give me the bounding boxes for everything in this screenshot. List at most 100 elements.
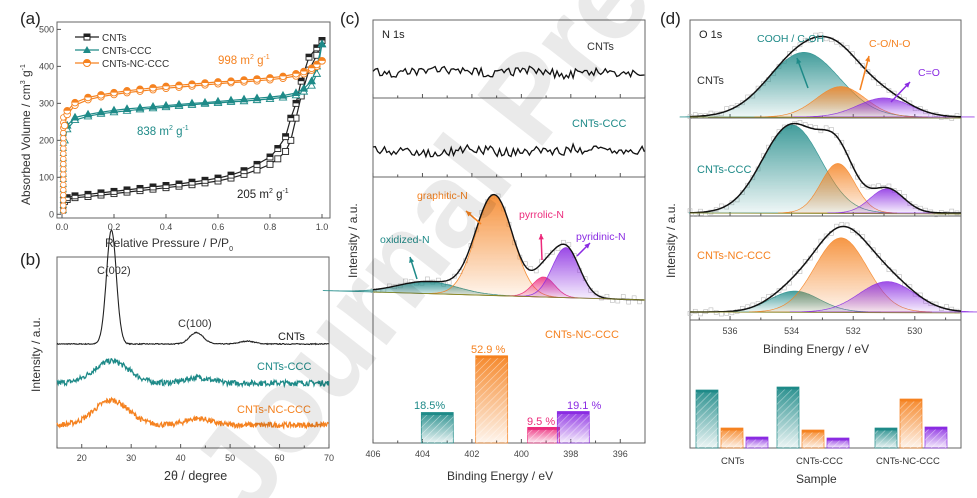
data-point: [60, 150, 67, 157]
raw-data-point: [403, 278, 408, 284]
x-tick-label: 0.6: [212, 222, 225, 232]
data-point-fill: [274, 145, 281, 149]
panel-d-ylabel: Intensity / a.u.: [664, 203, 678, 278]
panel-label-a: (a): [20, 9, 41, 28]
data-point: [312, 69, 322, 77]
data-point-fill: [136, 86, 144, 90]
data-point-fill: [298, 78, 305, 82]
data-point-fill: [319, 37, 325, 41]
raw-data-point: [797, 42, 803, 48]
x-tick-label: 0.4: [160, 222, 173, 232]
component-label-c-eq-o: C=O: [918, 67, 940, 79]
data-point-fill: [313, 44, 320, 48]
subpanel-label-d-cnts-nc-ccc: CNTs-NC-CCC: [697, 250, 771, 262]
legend-label-cnts-ccc: CNTs-CCC: [102, 46, 151, 57]
arrow-oxidized-n-head: [409, 257, 415, 263]
data-point-fill: [313, 61, 321, 65]
data-point: [60, 191, 67, 199]
panel-a-legend: CNTs CNTs-CCC CNTs-NC-CCC: [75, 33, 169, 70]
data-point-fill: [300, 68, 308, 72]
y-tick-label: 0: [49, 209, 54, 219]
data-point: [135, 103, 145, 111]
baseline: [689, 212, 962, 215]
series-label-cnts: CNTs: [278, 331, 305, 343]
data-point: [187, 98, 197, 107]
bar-top: [557, 411, 590, 414]
raw-data-point: [719, 311, 724, 317]
component-label-oxidized-n: oxidized-N: [380, 234, 430, 246]
data-point: [60, 160, 67, 168]
x-tick-label: 60: [275, 453, 285, 463]
raw-data-point: [881, 260, 887, 265]
data-point: [265, 92, 275, 101]
bar-top: [802, 430, 824, 433]
bar-label-pyrrolic-n: 9.5 %: [527, 416, 555, 428]
data-point-fill: [84, 94, 92, 98]
raw-data-point: [881, 83, 887, 88]
data-point: [287, 136, 295, 144]
raw-data-point: [813, 247, 818, 253]
bar-top: [746, 437, 768, 440]
fit-envelope-line: [690, 35, 961, 118]
panel-c-ylabel: Intensity / a.u.: [346, 203, 360, 278]
subpanel-label-cnts: CNTs: [587, 41, 614, 53]
bar-hatch: [421, 412, 454, 443]
bar-hatch: [557, 411, 590, 443]
component-label-pyridinic-n: pyridinic-N: [576, 231, 626, 243]
data-point-fill: [254, 161, 260, 165]
data-point-fill: [287, 115, 294, 119]
raw-data-point: [776, 288, 782, 293]
data-point: [60, 165, 67, 173]
peak-label-c002: C(002): [97, 265, 131, 277]
x-tick-label: 402: [464, 449, 479, 459]
arrow-co-no: [859, 55, 870, 91]
panel-d-title: O 1s: [699, 29, 723, 41]
bar-hatch: [721, 428, 743, 448]
bar-top: [696, 390, 718, 393]
data-point: [60, 171, 67, 178]
x-tick-label: 400: [514, 449, 529, 459]
raw-data-point: [834, 133, 839, 138]
data-point-fill: [163, 182, 169, 186]
panel-b-xrd-chart: 20 30 40 50 60 70 C(002) C(100) CNTs CNTs-CCC…: [29, 229, 334, 483]
data-point: [252, 93, 262, 102]
bar-top: [475, 355, 508, 359]
data-point: [278, 90, 288, 99]
panel-a-frame: [56, 21, 331, 219]
baseline: [689, 311, 962, 314]
data-point-fill: [149, 84, 157, 88]
data-point-fill: [97, 91, 105, 95]
x-tick-label: 20: [77, 453, 87, 463]
data-point-fill: [188, 80, 196, 85]
legend-label-cnts-nc-ccc: CNTs-NC-CCC: [102, 59, 169, 70]
panel-label-c: (c): [340, 9, 360, 28]
bar-top: [721, 428, 743, 431]
panel-a-ylabel: Absorbed Volume / cm3 g-1: [19, 64, 33, 205]
bar-top: [827, 438, 849, 441]
arrow-c-eq-o-head: [904, 82, 910, 88]
x-tick-label: 398: [563, 449, 578, 459]
data-point-fill: [293, 100, 299, 104]
n1s-noise-spectrum: [372, 142, 645, 159]
bar-hatch: [925, 427, 947, 448]
subpanel-label-cnts-ccc: CNTs-CCC: [572, 118, 626, 130]
component-label-cooh: COOH / C-OH: [757, 33, 824, 45]
data-point: [60, 155, 67, 163]
panel-d-series: [679, 32, 977, 317]
fit-envelope-line: [690, 122, 961, 214]
raw-data-point: [823, 233, 829, 239]
x-tick-label: 404: [415, 449, 430, 459]
data-point: [161, 100, 171, 109]
annotation-998: 998 m2 g-1: [218, 54, 270, 67]
data-point-fill: [308, 64, 315, 69]
raw-data-point: [865, 184, 871, 190]
data-point: [317, 39, 327, 48]
raw-data-point: [620, 294, 626, 299]
raw-data-point: [839, 221, 845, 227]
data-point-fill: [64, 194, 71, 198]
data-point: [83, 109, 93, 118]
data-point: [60, 140, 67, 147]
data-point: [60, 129, 67, 137]
y-tick-label: 400: [39, 61, 54, 71]
panel-a-axis-ticks: 0.0 0.2 0.4 0.6 0.8 1.0 0 100 200 300 400 500: [39, 24, 328, 232]
